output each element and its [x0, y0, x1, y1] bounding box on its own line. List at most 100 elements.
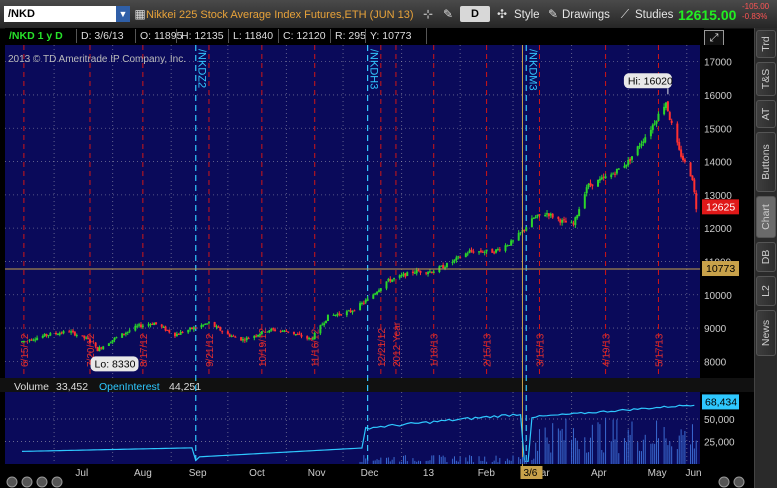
tab-trd[interactable]: Trd [756, 30, 776, 58]
scroll-right-icon[interactable] [733, 476, 745, 488]
symbol-dropdown-icon[interactable]: ▼ [116, 6, 130, 22]
candle-down [459, 257, 462, 259]
candle-up [623, 165, 626, 168]
fit-icon[interactable] [51, 476, 63, 488]
crosshair-tool-icon[interactable]: ⊹ [422, 7, 434, 21]
candle-down [306, 336, 309, 339]
candle-up [440, 265, 443, 267]
candle-down [228, 334, 231, 337]
tab-time-and-sales[interactable]: T&S [756, 62, 776, 96]
wrench-icon[interactable]: ✎ [442, 7, 454, 21]
candle-up [432, 271, 435, 274]
zoom-in-icon[interactable] [21, 476, 33, 488]
tab-chart[interactable]: Chart [756, 196, 776, 238]
info-y: Y: 10773 [365, 29, 411, 43]
candle-down [470, 249, 473, 252]
chart-settings-icon[interactable]: ✣ [496, 7, 508, 21]
studies-menu[interactable]: Studies [635, 9, 674, 21]
candle-up [359, 303, 362, 311]
candle-down [547, 213, 550, 217]
candle-up [583, 194, 586, 209]
info-low: L: 11840 [228, 29, 273, 43]
candle-down [194, 327, 197, 329]
candle-down [155, 322, 158, 325]
x-axis-label: Apr [591, 468, 607, 479]
candle-down [695, 192, 698, 210]
price-tick-label: 9000 [704, 324, 727, 335]
candle-down [173, 332, 176, 337]
candle-down [689, 162, 692, 177]
zoom-out-icon[interactable] [6, 476, 18, 488]
candle-up [175, 333, 178, 337]
price-tick-label: 12000 [704, 224, 732, 235]
tab-l2[interactable]: L2 [756, 276, 776, 306]
date-marker-label: 8/17/12 [139, 333, 150, 367]
candle-up [574, 217, 577, 226]
candle-down [680, 149, 683, 157]
volume-plot-area [5, 392, 700, 464]
date-marker-label: 12/21/12 [377, 328, 388, 367]
settings-square-icon[interactable]: ▦ [134, 7, 146, 21]
candle-down [404, 273, 407, 277]
candle-up [508, 245, 511, 247]
volume-tick-label: 50,000 [704, 415, 735, 426]
candle-up [597, 179, 600, 187]
symbol-input[interactable]: /NKD ▼ [4, 6, 130, 22]
expiry-marker-label: /NKDM3 [526, 49, 538, 91]
aggregation-button[interactable]: D [460, 6, 490, 22]
x-axis-label: Sep [189, 468, 207, 479]
candle-down [340, 314, 343, 316]
price-chart[interactable]: 8000900010000110001200013000140001500016… [0, 45, 754, 488]
zoom-reset-icon[interactable] [36, 476, 48, 488]
tab-at[interactable]: AT [756, 100, 776, 128]
candle-down [71, 330, 74, 332]
scroll-left-icon[interactable] [718, 476, 730, 488]
candle-down [81, 335, 84, 337]
date-marker-label: 5/17/13 [654, 333, 665, 367]
candle-up [20, 341, 23, 343]
candle-up [187, 330, 190, 333]
candle-up [544, 214, 547, 217]
volume-header-strip [0, 378, 754, 392]
candle-up [34, 339, 37, 341]
crosshair-date-bubble [520, 466, 543, 479]
candle-down [272, 328, 275, 330]
candle-down [139, 324, 142, 328]
tab-db[interactable]: DB [756, 242, 776, 272]
candle-up [534, 216, 537, 219]
tab-news[interactable]: News [756, 310, 776, 356]
candle-up [41, 335, 44, 338]
candle-up [413, 272, 416, 274]
last-price: 12615.00 [678, 7, 737, 23]
candle-down [668, 112, 671, 121]
candle-up [483, 251, 486, 253]
candle-down [226, 331, 229, 335]
candle-up [321, 324, 324, 326]
candle-up [253, 335, 256, 338]
price-tick-label: 17000 [704, 58, 732, 69]
style-menu[interactable]: Style [514, 9, 540, 21]
candle-up [615, 168, 618, 174]
candle-up [576, 215, 579, 219]
candle-up [62, 331, 65, 334]
candle-up [107, 343, 110, 347]
candle-down [472, 251, 475, 253]
candle-up [377, 290, 380, 293]
tab-buttons[interactable]: Buttons [756, 132, 776, 192]
candle-up [325, 320, 328, 324]
candle-up [387, 279, 390, 281]
candle-down [481, 251, 484, 253]
chart-expand-icon[interactable]: ⤢ [704, 30, 724, 46]
drawings-menu[interactable]: Drawings [562, 9, 610, 21]
candle-down [338, 313, 341, 315]
candle-up [113, 337, 116, 341]
date-marker-label: 1/18/13 [430, 333, 441, 367]
candle-up [179, 331, 182, 335]
candle-up [478, 251, 481, 253]
candle-up [444, 267, 447, 269]
candle-up [519, 232, 522, 234]
net-change: -105.00 [742, 2, 770, 11]
candle-up [578, 209, 581, 217]
candle-down [164, 326, 167, 331]
candle-down [563, 219, 566, 221]
